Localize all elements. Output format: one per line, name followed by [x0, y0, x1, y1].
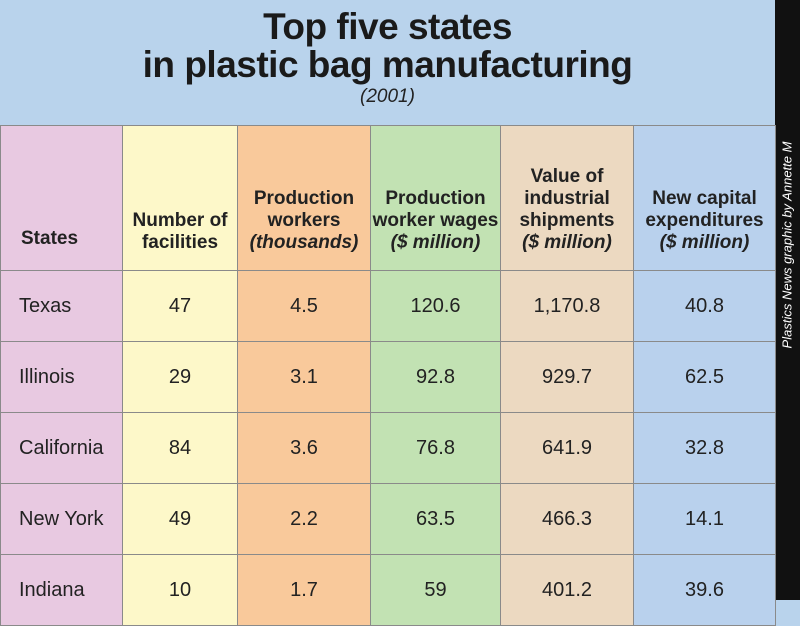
value-cell: 63.5 [370, 483, 501, 555]
value-cell: 3.1 [237, 341, 371, 413]
value-cell: 3.6 [237, 412, 371, 484]
column-unit: ($ million) [522, 232, 612, 253]
value-cell: 1.7 [237, 554, 371, 626]
value-cell: 401.2 [500, 554, 634, 626]
value-cell: 14.1 [633, 483, 776, 555]
value-cell: 32.8 [633, 412, 776, 484]
table-body: Texas 47 4.5 120.6 1,170.8 40.8 Illinois 29 3.1 9… [0, 270, 776, 626]
table-row: New York 49 2.2 63.5 466.3 14.1 [0, 483, 776, 555]
credit-strip: Plastics News graphic by Annette M [775, 0, 800, 600]
value-cell: 39.6 [633, 554, 776, 626]
state-cell: Texas [0, 270, 123, 342]
column-header: Value of industrial shipments ($ million) [500, 125, 634, 271]
table-row: California 84 3.6 76.8 641.9 32.8 [0, 412, 776, 484]
column-title: Production worker wages [372, 188, 499, 231]
column-title: New capital expenditures [645, 188, 764, 231]
column-unit: ($ million) [659, 232, 750, 253]
title-line: in plastic bag manufacturing [142, 44, 633, 85]
credit: Plastics News graphic by Annette M [779, 141, 795, 349]
column-header: Production worker wages ($ million) [370, 125, 501, 271]
value-cell: 120.6 [370, 270, 501, 342]
subtitle: (2001) [360, 86, 415, 107]
value-cell: 2.2 [237, 483, 371, 555]
table-row: Texas 47 4.5 120.6 1,170.8 40.8 [0, 270, 776, 342]
column-unit: (thousands) [249, 232, 359, 253]
state-cell: California [0, 412, 123, 484]
title-line: Top five states [263, 6, 512, 47]
column-header: States [0, 125, 123, 271]
column-header: Production workers (thousands) [237, 125, 371, 271]
column-header: New capital expenditures ($ million) [633, 125, 776, 271]
column-title: States [21, 228, 79, 249]
value-cell: 641.9 [500, 412, 634, 484]
value-cell: 49 [122, 483, 238, 555]
value-cell: 84 [122, 412, 238, 484]
value-cell: 92.8 [370, 341, 501, 413]
table-row: Indiana 10 1.7 59 401.2 39.6 [0, 554, 776, 626]
value-cell: 59 [370, 554, 501, 626]
value-cell: 47 [122, 270, 238, 342]
state-cell: Illinois [0, 341, 123, 413]
value-cell: 40.8 [633, 270, 776, 342]
value-cell: 466.3 [500, 483, 634, 555]
column-header: Number of facilities [122, 125, 238, 271]
state-cell: New York [0, 483, 123, 555]
value-cell: 1,170.8 [500, 270, 634, 342]
value-cell: 29 [122, 341, 238, 413]
column-title: Value of industrial shipments [519, 166, 615, 231]
value-cell: 4.5 [237, 270, 371, 342]
column-title: Production workers [253, 188, 355, 231]
header-row: States Number of facilities Production wor… [0, 125, 776, 271]
header: Top five states in plastic bag manufactu… [0, 0, 775, 125]
value-cell: 76.8 [370, 412, 501, 484]
column-title: Number of facilities [132, 210, 228, 253]
value-cell: 10 [122, 554, 238, 626]
table-row: Illinois 29 3.1 92.8 929.7 62.5 [0, 341, 776, 413]
data-table: States Number of facilities Production wor… [0, 125, 776, 626]
value-cell: 929.7 [500, 341, 634, 413]
column-unit: ($ million) [390, 232, 481, 253]
value-cell: 62.5 [633, 341, 776, 413]
state-cell: Indiana [0, 554, 123, 626]
